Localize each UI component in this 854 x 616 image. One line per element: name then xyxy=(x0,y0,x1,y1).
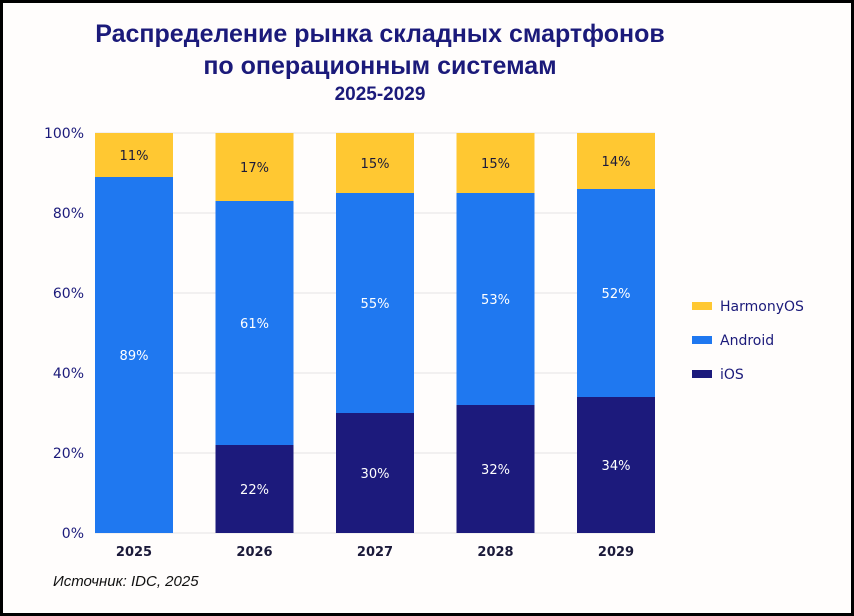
x-tick-label: 2028 xyxy=(477,545,513,560)
chart-subtitle: 2025-2029 xyxy=(334,84,426,105)
x-tick-label: 2029 xyxy=(598,545,634,560)
data-label: 61% xyxy=(240,317,269,332)
legend-label: HarmonyOS xyxy=(720,299,804,315)
bar-android-2028 xyxy=(456,193,535,405)
bar-ios-2026 xyxy=(215,445,294,533)
bar-ios-2028 xyxy=(456,405,535,533)
bar-android-2025 xyxy=(95,177,173,533)
bar-ios-2027 xyxy=(336,413,414,533)
chart-title: Распределение рынка складных смартфонов xyxy=(95,20,665,48)
data-label: 52% xyxy=(602,287,631,302)
legend-swatch-harmonyos xyxy=(692,302,712,310)
bar-android-2029 xyxy=(577,189,655,397)
data-label: 11% xyxy=(120,149,149,164)
bar-harmonyos-2026 xyxy=(215,133,294,201)
data-label: 34% xyxy=(602,459,631,474)
bar-harmonyos-2027 xyxy=(336,133,414,193)
legend-swatch-ios xyxy=(692,370,712,378)
y-tick-label: 20% xyxy=(53,446,84,462)
legend-label: Android xyxy=(720,333,774,349)
data-label: 55% xyxy=(361,297,390,312)
legend-swatch-android xyxy=(692,336,712,344)
y-tick-label: 40% xyxy=(53,366,84,382)
data-label: 14% xyxy=(602,155,631,170)
bar-harmonyos-2028 xyxy=(456,133,535,193)
data-label: 17% xyxy=(240,161,269,176)
y-tick-label: 100% xyxy=(44,126,84,142)
data-label: 22% xyxy=(240,483,269,498)
data-label: 32% xyxy=(481,463,510,478)
data-label: 89% xyxy=(120,349,149,364)
legend-label: iOS xyxy=(720,367,744,383)
bar-android-2027 xyxy=(336,193,414,413)
chart-title-line2: по операционным системам xyxy=(203,52,557,80)
bar-harmonyos-2029 xyxy=(577,133,655,189)
data-label: 53% xyxy=(481,293,510,308)
data-label: 15% xyxy=(361,157,390,172)
data-label: 15% xyxy=(481,157,510,172)
y-tick-label: 0% xyxy=(62,526,84,542)
x-tick-label: 2025 xyxy=(116,545,152,560)
x-tick-label: 2026 xyxy=(236,545,272,560)
y-tick-label: 60% xyxy=(53,286,84,302)
bar-android-2026 xyxy=(215,201,294,445)
data-label: 30% xyxy=(361,467,390,482)
bar-harmonyos-2025 xyxy=(95,133,173,177)
bar-ios-2029 xyxy=(577,397,655,533)
y-tick-label: 80% xyxy=(53,206,84,222)
source-note: Источник: IDC, 2025 xyxy=(53,573,199,590)
x-tick-label: 2027 xyxy=(357,545,393,560)
